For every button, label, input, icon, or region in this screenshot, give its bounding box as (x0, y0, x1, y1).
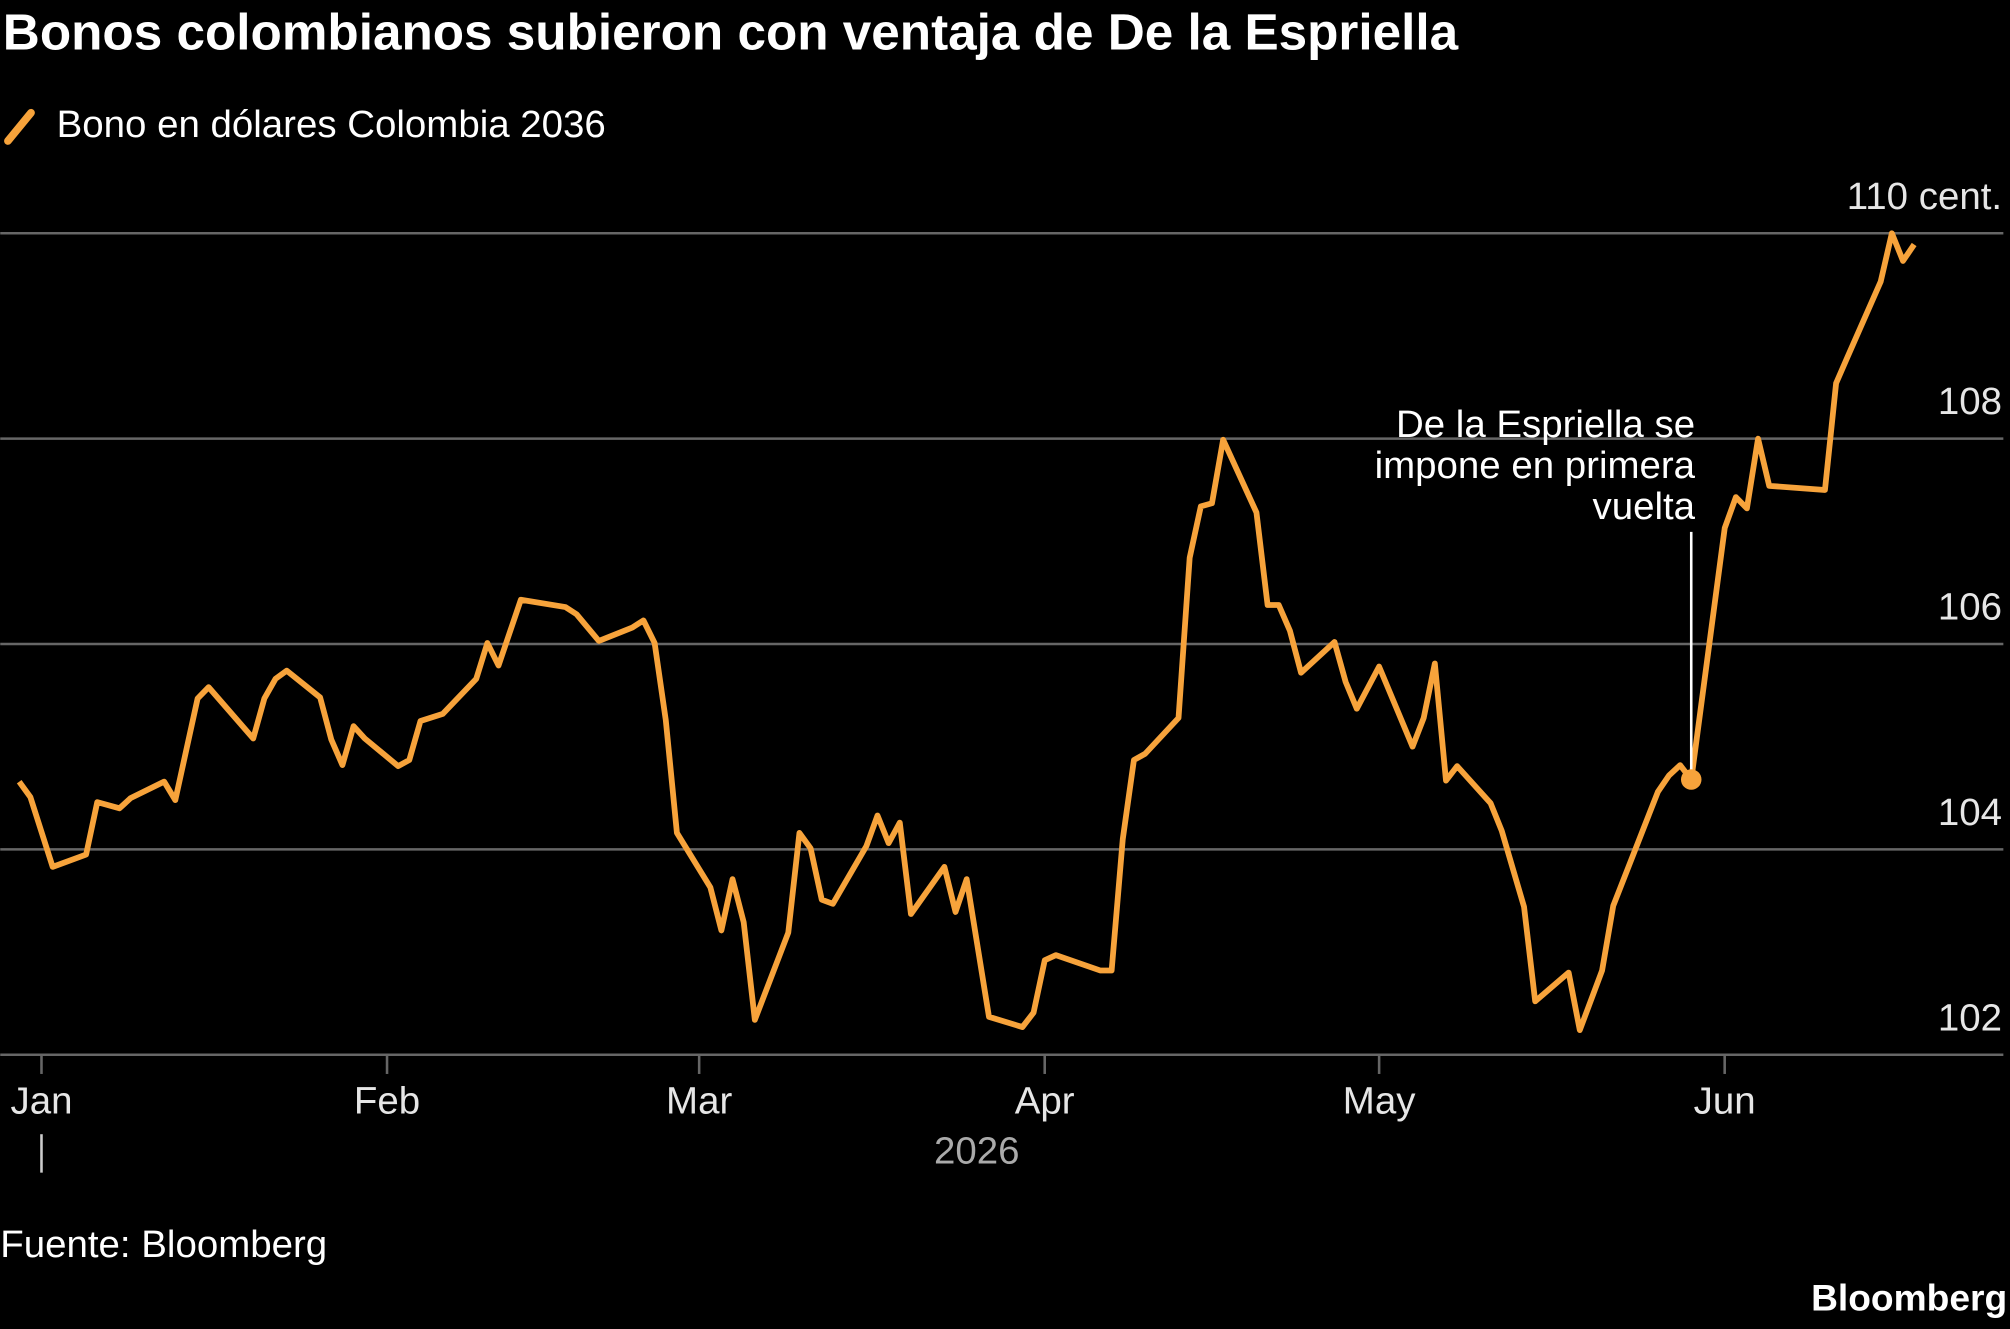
legend-label: Bono en dólares Colombia 2036 (57, 103, 606, 146)
y-tick-label: 106 (1938, 586, 2002, 629)
x-tick-label: Jun (1694, 1080, 1756, 1123)
brand: Bloomberg (1811, 1277, 2007, 1319)
x-tick-label: Mar (666, 1080, 732, 1123)
legend-swatch (4, 108, 35, 145)
x-tick-label: Feb (354, 1080, 420, 1123)
annotation-point (1680, 769, 1702, 790)
year-label: 2026 (934, 1130, 1020, 1173)
annotation-text: impone en primera (1375, 444, 1696, 487)
x-tick-label: Jan (10, 1080, 72, 1123)
chart-title: Bonos colombianos subieron con ventaja d… (3, 3, 1459, 60)
y-tick-label: 110 cent. (1847, 175, 2002, 218)
annotation-text: De la Espriella se (1396, 403, 1695, 446)
y-tick-label: 104 (1938, 791, 2002, 834)
y-tick-label: 108 (1938, 380, 2002, 423)
line (16, 230, 1917, 1034)
source: Fuente: Bloomberg (0, 1223, 327, 1266)
x-tick-label: May (1343, 1080, 1416, 1123)
x-tick-label: Apr (1015, 1080, 1075, 1123)
y-tick-label: 102 (1938, 996, 2002, 1039)
annotation-text: vuelta (1593, 485, 1696, 528)
